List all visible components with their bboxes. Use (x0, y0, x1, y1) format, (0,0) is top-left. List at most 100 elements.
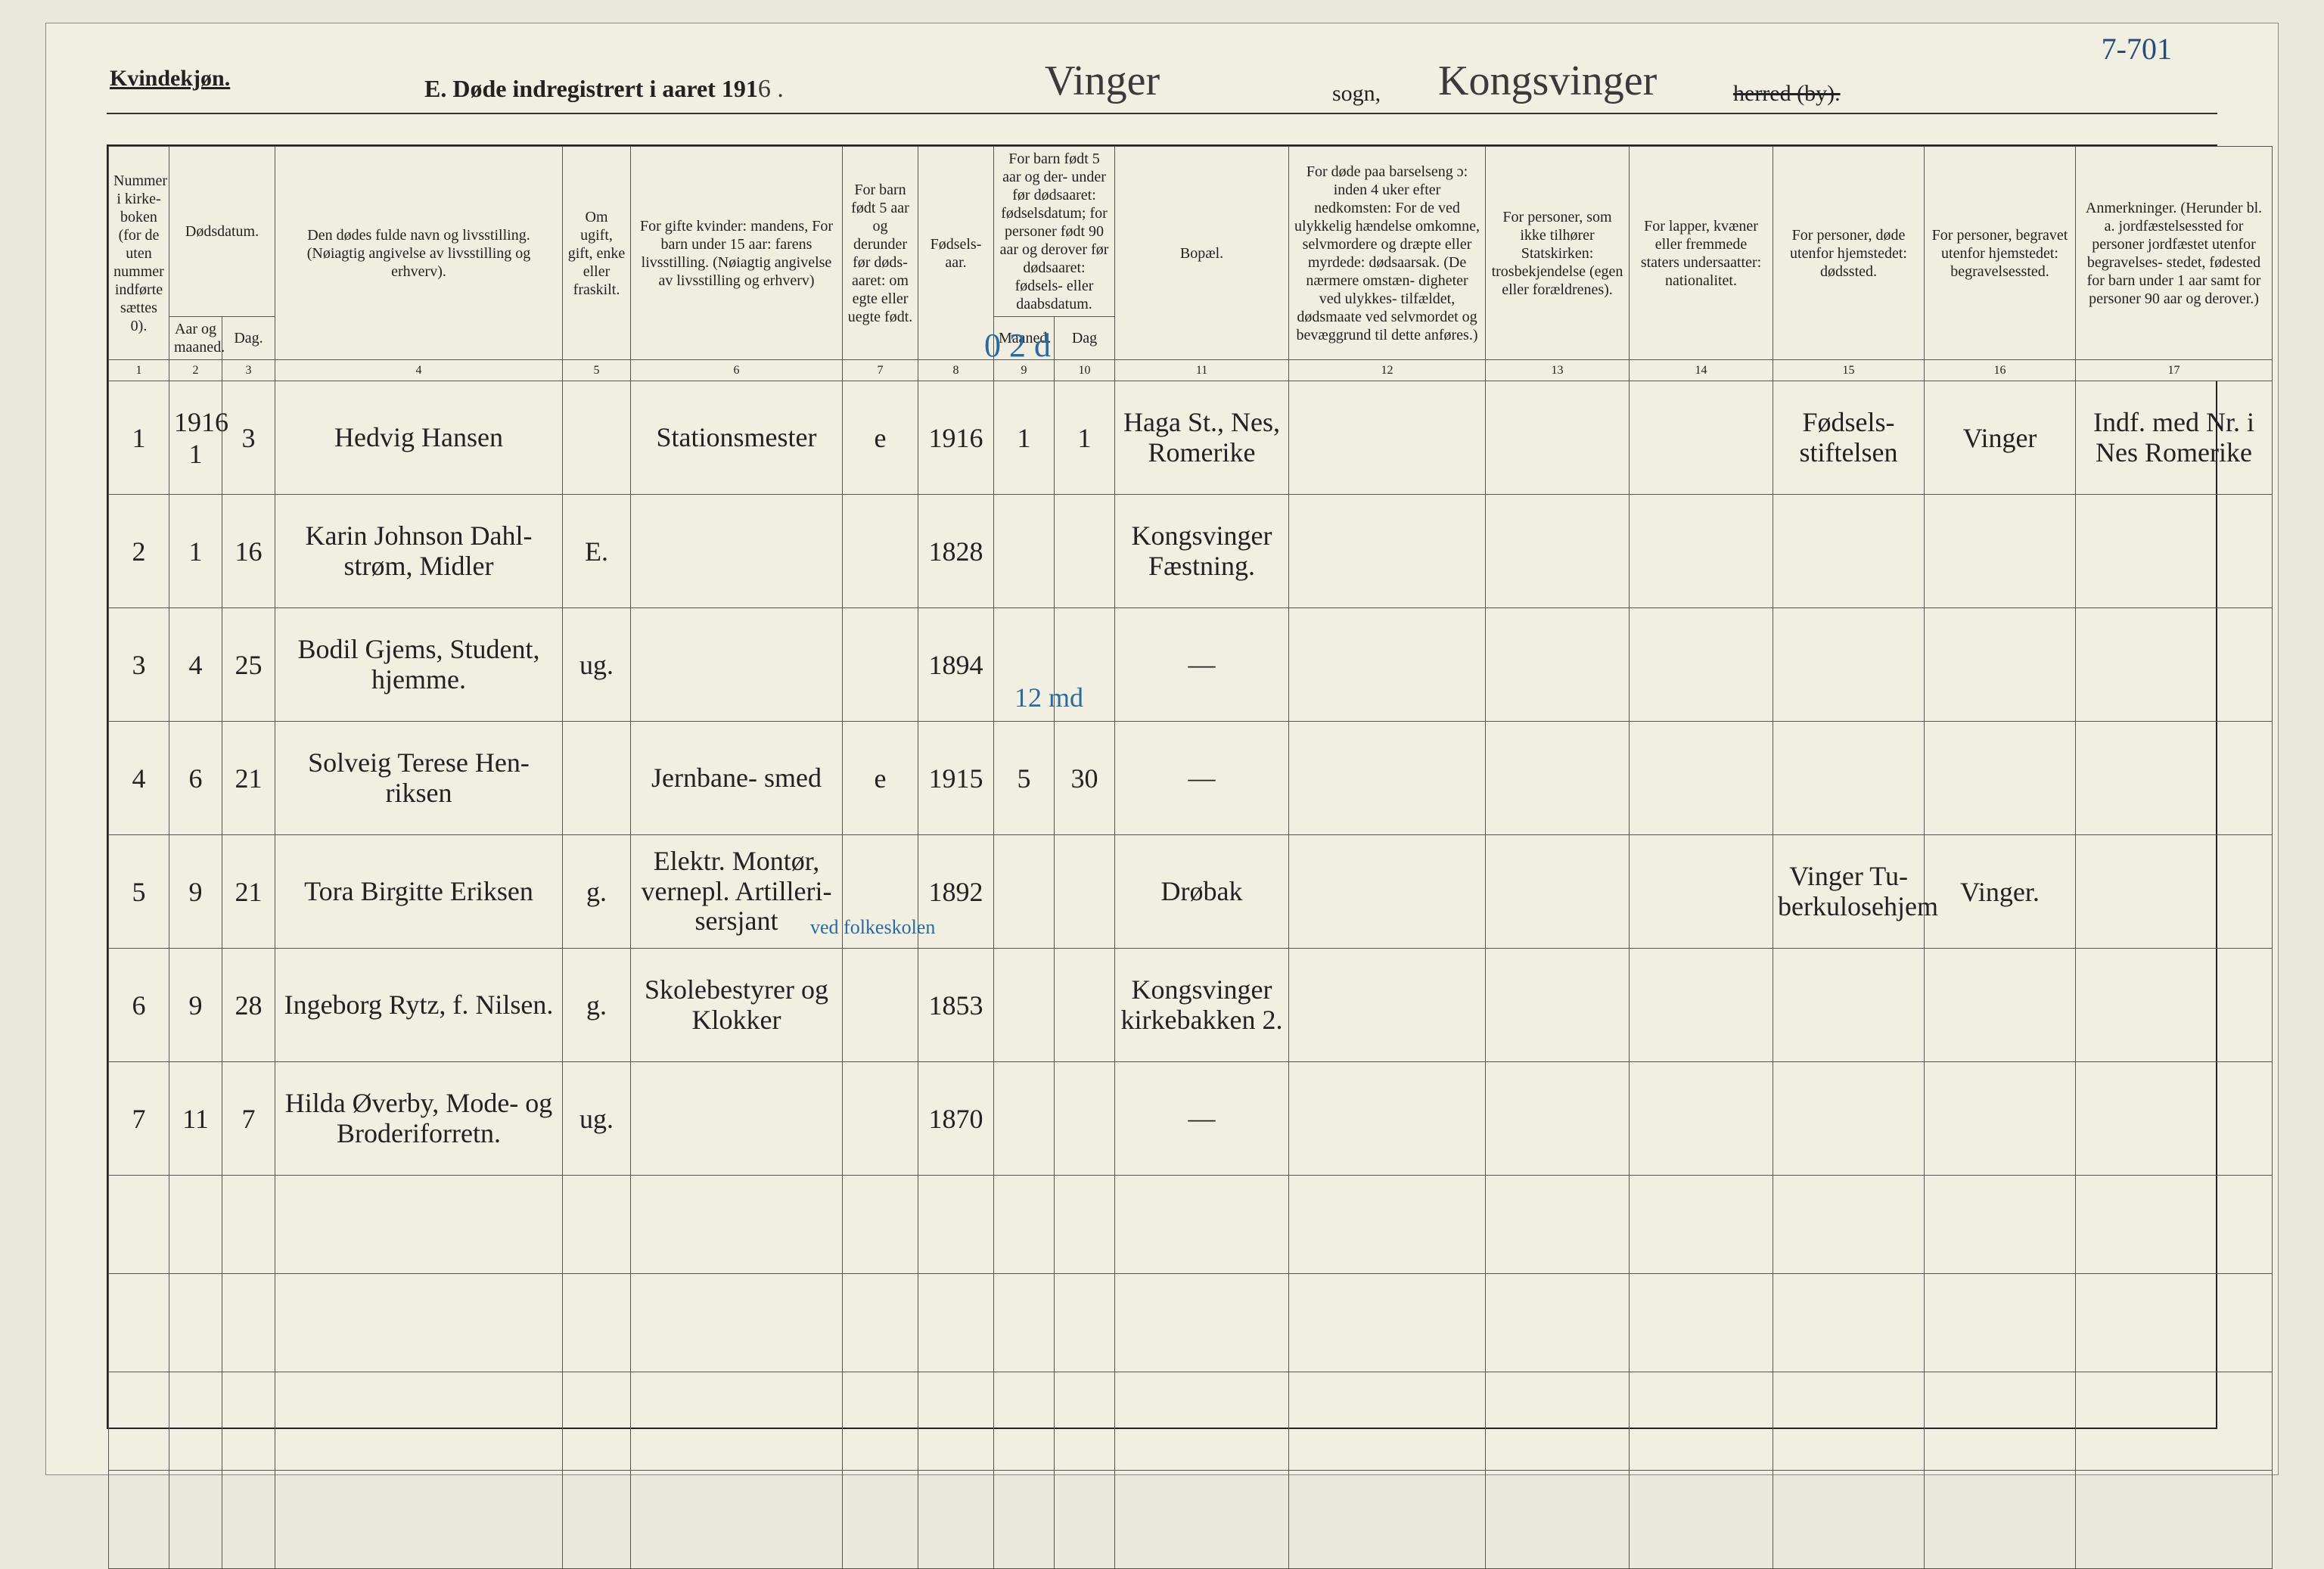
empty-cell (843, 1471, 918, 1569)
cell-remarks (2076, 722, 2273, 835)
cell-burial (1925, 1062, 2076, 1176)
cell-birthyear: 1828 (918, 495, 994, 608)
empty-cell (994, 1471, 1055, 1569)
cell-residence: Kongsvinger kirkebakken 2. (1115, 949, 1289, 1062)
col-header: For lapper, kvæner eller fremmede stater… (1630, 147, 1773, 360)
col-header: Anmerkninger. (Herunder bl. a. jordfæste… (2076, 147, 2273, 360)
empty-cell (1925, 1274, 2076, 1372)
empty-cell (1630, 1471, 1773, 1569)
col-subheader: Dag. (222, 317, 275, 360)
empty-cell (1486, 1176, 1630, 1274)
sogn-label: sogn, (1332, 81, 1381, 107)
cell-c14 (1630, 1062, 1773, 1176)
cell-name: Hedvig Hansen (275, 381, 563, 495)
empty-cell (1773, 1471, 1925, 1569)
cell-c13 (1486, 722, 1630, 835)
empty-cell (563, 1274, 631, 1372)
col-num: 2 (169, 360, 222, 381)
cell-bd: 1 (1055, 381, 1115, 495)
cell-bd: 30 (1055, 722, 1115, 835)
table-body: 11916 13Hedvig HansenStationsmestere1916… (109, 381, 2273, 1569)
cell-c12 (1289, 949, 1486, 1062)
empty-cell (275, 1471, 563, 1569)
cell-name: Hilda Øverby, Mode- og Broderiforretn. (275, 1062, 563, 1176)
cell-day: 7 (222, 1062, 275, 1176)
empty-cell (843, 1176, 918, 1274)
cell-num: 2 (109, 495, 169, 608)
col-num: 16 (1925, 360, 2076, 381)
cell-deathplace: Fødsels- stiftelsen (1773, 381, 1925, 495)
empty-cell (1630, 1274, 1773, 1372)
cell-name: Ingeborg Rytz, f. Nilsen. (275, 949, 563, 1062)
empty-cell (631, 1176, 843, 1274)
col-num: 6 (631, 360, 843, 381)
empty-cell (1486, 1471, 1630, 1569)
empty-cell (2076, 1372, 2273, 1471)
column-number-row: 1 2 3 4 5 6 7 8 9 10 11 12 13 14 15 16 1 (109, 360, 2273, 381)
empty-cell (169, 1176, 222, 1274)
cell-residence: — (1115, 722, 1289, 835)
table-row-empty (109, 1176, 2273, 1274)
cell-c12 (1289, 1062, 1486, 1176)
register-page: 7-701 Kvindekjøn. E. Døde indregistrert … (45, 23, 2279, 1475)
cell-day: 16 (222, 495, 275, 608)
cell-remarks (2076, 949, 2273, 1062)
blue-annotation-mid: 12 md (1014, 682, 1083, 713)
cell-c13 (1486, 835, 1630, 949)
cell-day: 21 (222, 835, 275, 949)
cell-c14 (1630, 949, 1773, 1062)
empty-cell (1630, 1372, 1773, 1471)
empty-cell (1486, 1274, 1630, 1372)
cell-status: g. (563, 835, 631, 949)
empty-cell (918, 1176, 994, 1274)
cell-birthyear: 1916 (918, 381, 994, 495)
cell-residence: Drøbak (1115, 835, 1289, 949)
col-num: 4 (275, 360, 563, 381)
empty-cell (563, 1176, 631, 1274)
cell-day: 3 (222, 381, 275, 495)
title-text: E. Døde indregistrert i aaret 1916 . (424, 75, 784, 104)
table-row: 7117Hilda Øverby, Mode- og Broderiforret… (109, 1062, 2273, 1176)
table-row-empty (109, 1372, 2273, 1471)
cell-remarks (2076, 495, 2273, 608)
cell-bd (1055, 1062, 1115, 1176)
cell-year_month: 6 (169, 722, 222, 835)
cell-c12 (1289, 722, 1486, 835)
cell-num: 6 (109, 949, 169, 1062)
table-wrap: Nummer i kirke- boken (for de uten numme… (107, 144, 2217, 1429)
cell-name: Karin Johnson Dahl- strøm, Midler (275, 495, 563, 608)
table-row: 6928Ingeborg Rytz, f. Nilsen.g.Skolebest… (109, 949, 2273, 1062)
cell-status (563, 722, 631, 835)
col-num: 10 (1055, 360, 1115, 381)
cell-residence: — (1115, 608, 1289, 722)
empty-cell (109, 1176, 169, 1274)
cell-father (631, 1062, 843, 1176)
empty-cell (1925, 1176, 2076, 1274)
cell-day: 21 (222, 722, 275, 835)
empty-cell (275, 1372, 563, 1471)
empty-cell (1773, 1372, 1925, 1471)
empty-cell (222, 1176, 275, 1274)
cell-burial (1925, 608, 2076, 722)
cell-birthyear: 1915 (918, 722, 994, 835)
cell-burial (1925, 949, 2076, 1062)
empty-cell (1115, 1471, 1289, 1569)
cell-c12 (1289, 835, 1486, 949)
cell-status: ug. (563, 608, 631, 722)
cell-remarks (2076, 835, 2273, 949)
herred-label-struck: herred (by). (1733, 81, 1841, 107)
col-num: 11 (1115, 360, 1289, 381)
empty-cell (994, 1372, 1055, 1471)
cell-legit (843, 1062, 918, 1176)
empty-cell (222, 1274, 275, 1372)
cell-status (563, 381, 631, 495)
cell-c12 (1289, 608, 1486, 722)
cell-residence: Haga St., Nes, Romerike (1115, 381, 1289, 495)
col-num: 12 (1289, 360, 1486, 381)
cell-day: 25 (222, 608, 275, 722)
cell-num: 4 (109, 722, 169, 835)
cell-birthyear: 1853 (918, 949, 994, 1062)
cell-deathplace (1773, 495, 1925, 608)
cell-c13 (1486, 608, 1630, 722)
empty-cell (109, 1471, 169, 1569)
